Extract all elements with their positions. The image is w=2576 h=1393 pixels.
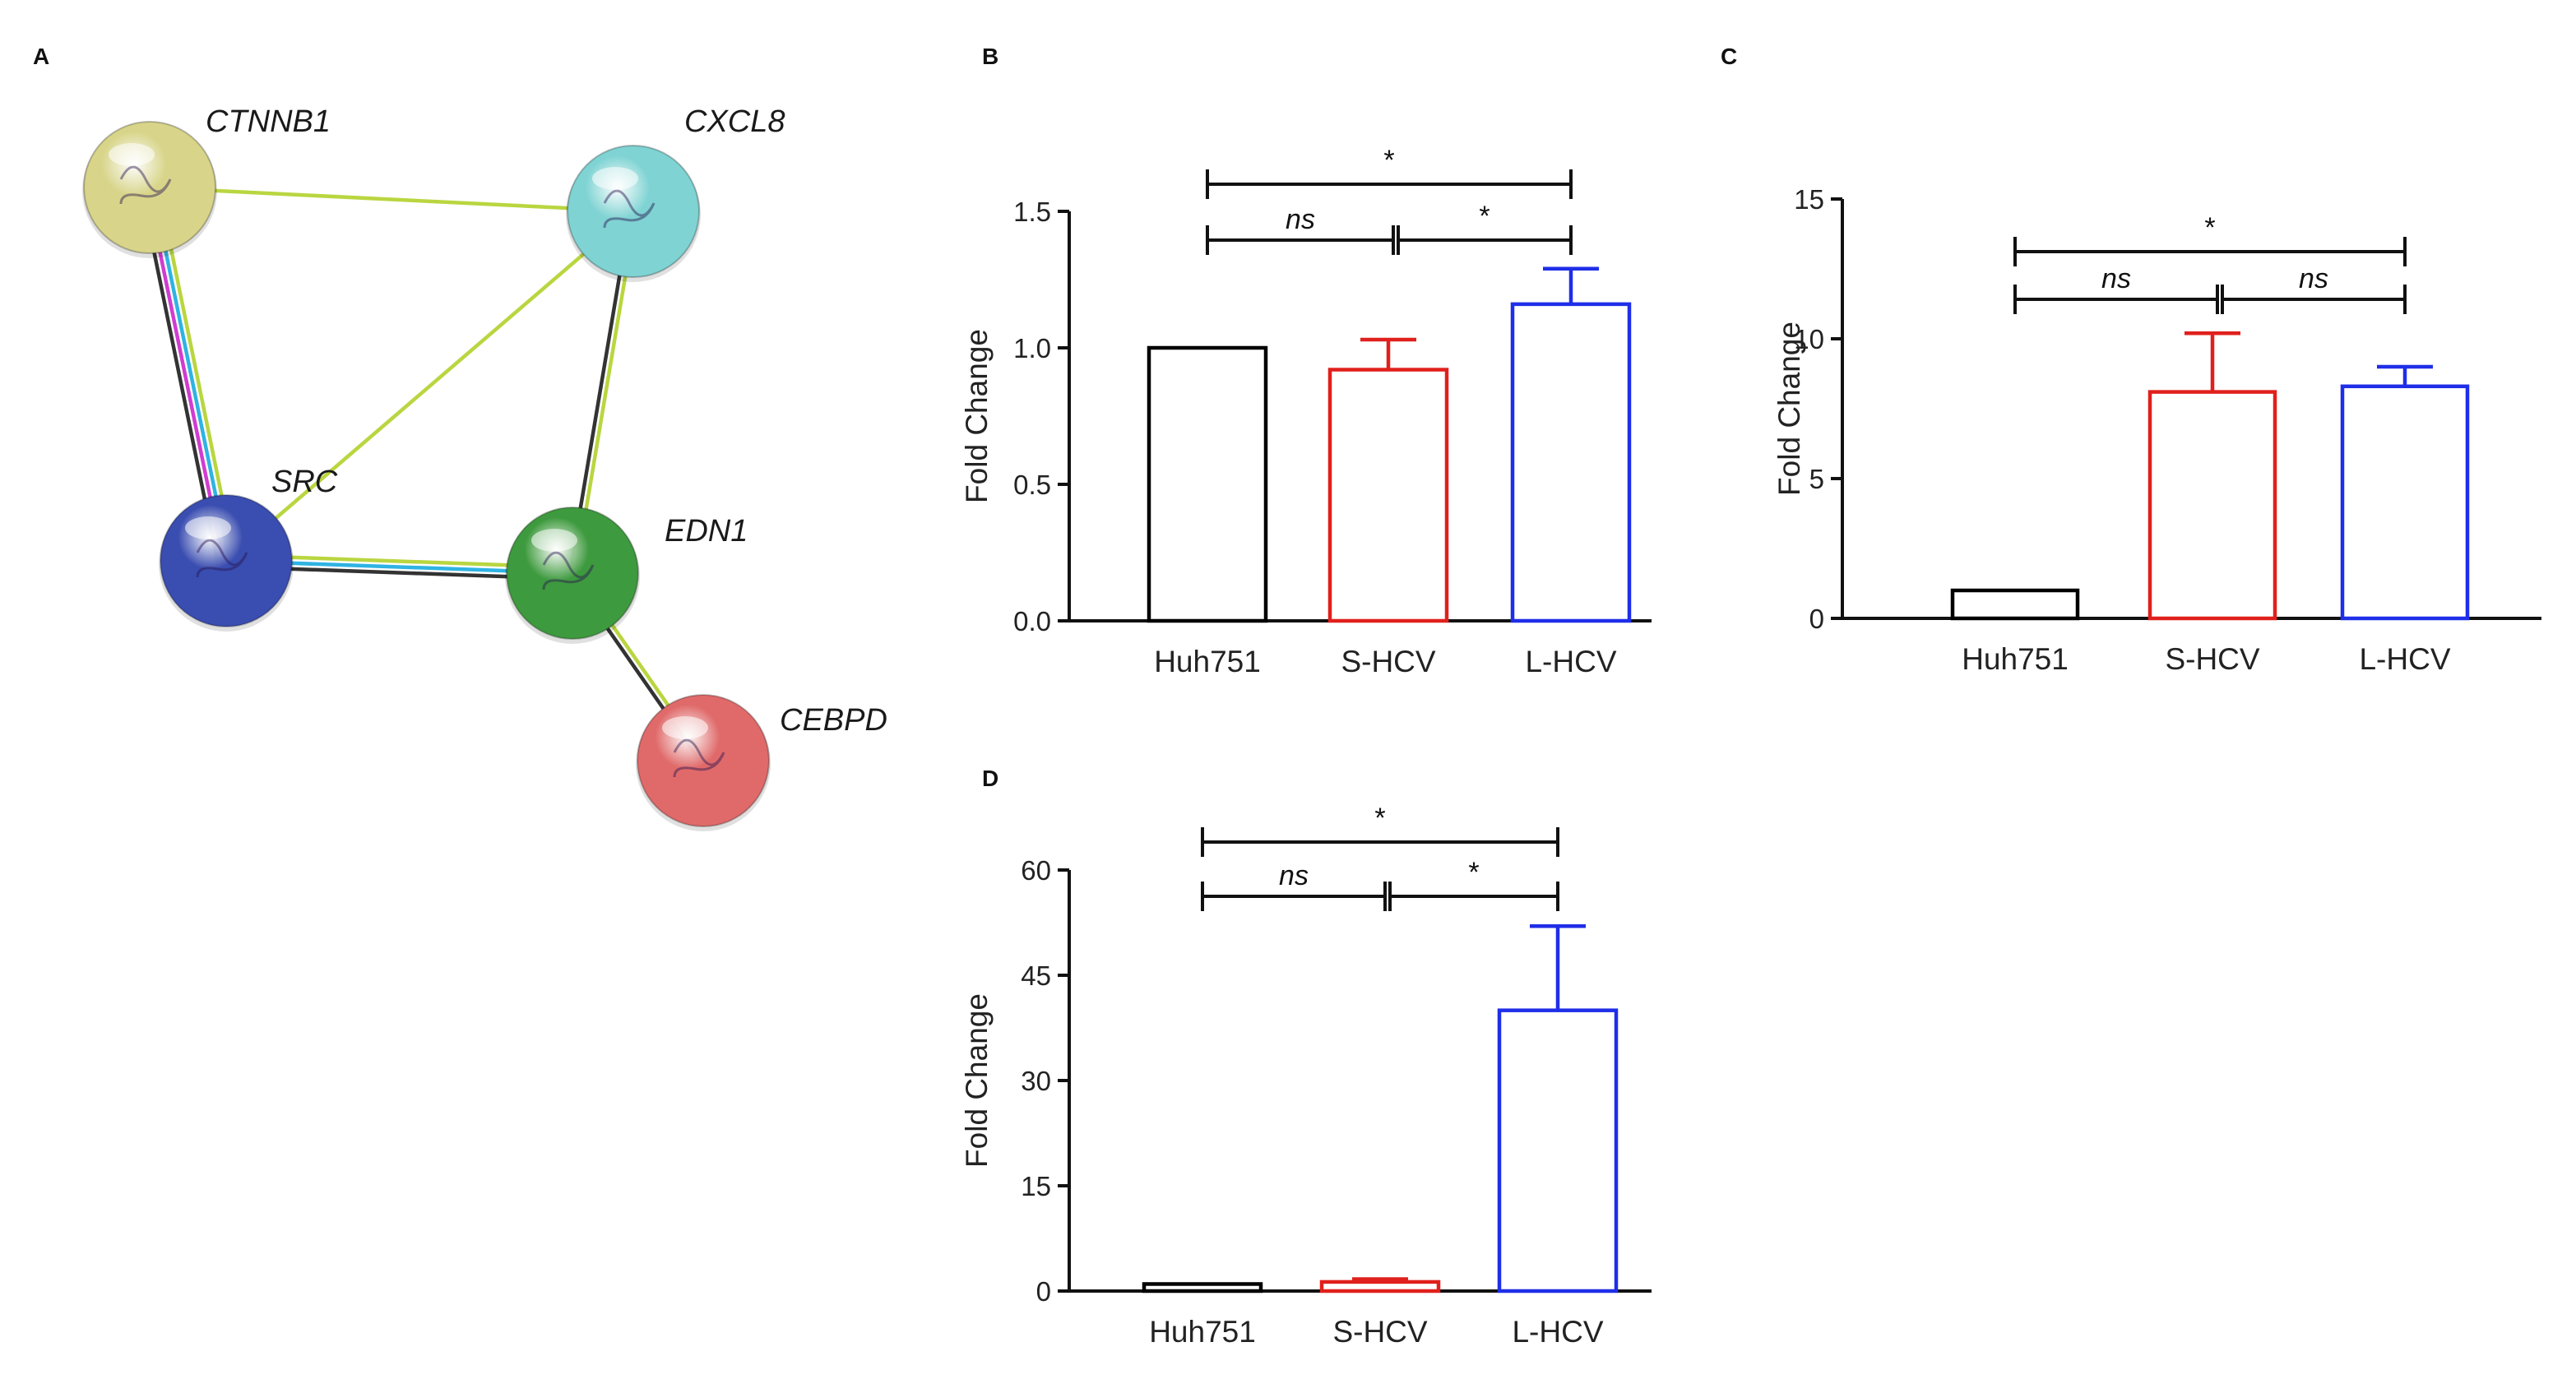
bar-huh751: [1147, 345, 1268, 623]
node-cxcl8[interactable]: [566, 145, 701, 282]
chart-panel-d: 0 15 30 45 60 Huh751 S-HCV L-HCV Fold Change * ns *: [960, 803, 1652, 1349]
x-tick-label-huh751: Huh751: [1154, 645, 1261, 678]
x-tick-label-huh751: Huh751: [1962, 642, 2069, 676]
significance-bracket: *: [2013, 212, 2407, 266]
significance-bracket: ns: [2013, 263, 2219, 314]
protein-structure-icon: [196, 539, 248, 578]
node-cebpd[interactable]: [636, 694, 771, 831]
panel-letter-c: C: [1721, 44, 1737, 69]
significance-label: *: [1468, 857, 1479, 888]
protein-structure-icon: [542, 551, 595, 590]
significance-bracket: ns: [1206, 204, 1395, 255]
significance-bracket: *: [1388, 857, 1559, 911]
protein-structure-icon: [673, 738, 725, 778]
protein-network: CTNNB1 CXCL8 SRC EDN1 CEBPD: [82, 104, 887, 831]
x-tick-label-huh751: Huh751: [1149, 1315, 1256, 1349]
y-tick-label: 0.0: [1013, 606, 1051, 636]
bar-huh751: [1142, 1282, 1263, 1294]
bar-huh751: [1950, 588, 2080, 621]
significance-label: *: [1479, 201, 1490, 232]
node-label-cxcl8: CXCL8: [684, 104, 785, 139]
x-tick-label-l-hcv: L-HCV: [1525, 645, 1616, 678]
node-highlight: [531, 529, 577, 552]
bar-l-hcv: [1497, 1008, 1619, 1294]
y-tick-label: 45: [1021, 960, 1051, 991]
node-highlight: [185, 516, 231, 539]
node-ctnnb1[interactable]: [82, 121, 217, 258]
chart-panel-b: 0.0 0.5 1.0 1.5 Huh751 S-HCV L-HCV Fold Change *…: [960, 145, 1652, 678]
y-axis-title: Fold Change: [960, 329, 994, 503]
y-tick-label: 0: [1036, 1276, 1051, 1307]
node-highlight: [592, 167, 638, 190]
node-label-ctnnb1: CTNNB1: [206, 104, 331, 139]
significance-label: ns: [1286, 204, 1315, 235]
bar-l-hcv: [2340, 384, 2470, 621]
significance-label: *: [2204, 212, 2215, 243]
y-tick-label: 10: [1794, 324, 1824, 354]
node-label-src: SRC: [271, 465, 338, 499]
significance-bracket: *: [1201, 803, 1559, 857]
edge-ctnnb1-cxcl8-strand-0: [149, 185, 634, 214]
y-tick-label: 60: [1021, 855, 1051, 886]
bar-s-hcv: [2147, 390, 2277, 621]
y-tick-label: 1.5: [1013, 197, 1051, 227]
y-tick-label: 0.5: [1013, 470, 1051, 500]
edge-cxcl8-src-strand-0: [225, 210, 635, 562]
significance-label: ns: [1279, 860, 1309, 891]
y-tick-label: 15: [1794, 184, 1824, 215]
chart-panel-c: 0 5 10 15 Huh751 S-HCV L-HCV Fold Change * ns ns: [1772, 184, 2541, 676]
node-highlight: [662, 716, 708, 739]
panel-letter-d: D: [982, 766, 998, 791]
panel-letter-b: B: [982, 44, 998, 69]
protein-structure-icon: [603, 189, 656, 229]
panel-letter-a: A: [33, 44, 49, 69]
significance-bracket: *: [1206, 145, 1573, 199]
bar-s-hcv: [1327, 368, 1449, 623]
x-tick-label-s-hcv: S-HCV: [1341, 645, 1435, 678]
bar-l-hcv: [1510, 302, 1632, 623]
x-tick-label-l-hcv: L-HCV: [1512, 1315, 1603, 1349]
x-tick-label-s-hcv: S-HCV: [1332, 1315, 1427, 1349]
protein-structure-icon: [119, 165, 172, 205]
node-label-cebpd: CEBPD: [780, 703, 887, 738]
y-axis-title: Fold Change: [1772, 322, 1806, 496]
significance-bracket: *: [1397, 201, 1573, 255]
significance-label: *: [1374, 803, 1385, 834]
y-tick-label: 1.0: [1013, 333, 1051, 363]
x-tick-label-s-hcv: S-HCV: [2165, 642, 2259, 676]
y-tick-label: 5: [1809, 464, 1824, 494]
node-highlight: [109, 143, 155, 166]
bar-s-hcv: [1319, 1280, 1441, 1294]
y-tick-label: 15: [1021, 1171, 1051, 1201]
node-edn1[interactable]: [505, 507, 640, 644]
y-tick-label: 30: [1021, 1066, 1051, 1096]
y-axis-title: Fold Change: [960, 993, 994, 1168]
significance-label: ns: [2101, 263, 2131, 294]
significance-label: *: [1383, 145, 1394, 176]
significance-label: ns: [2299, 263, 2328, 294]
node-label-edn1: EDN1: [665, 514, 748, 548]
y-tick-label: 0: [1809, 604, 1824, 634]
significance-bracket: ns: [1201, 860, 1387, 911]
significance-bracket: ns: [2221, 263, 2407, 314]
node-src[interactable]: [159, 494, 294, 632]
x-tick-label-l-hcv: L-HCV: [2359, 642, 2450, 676]
